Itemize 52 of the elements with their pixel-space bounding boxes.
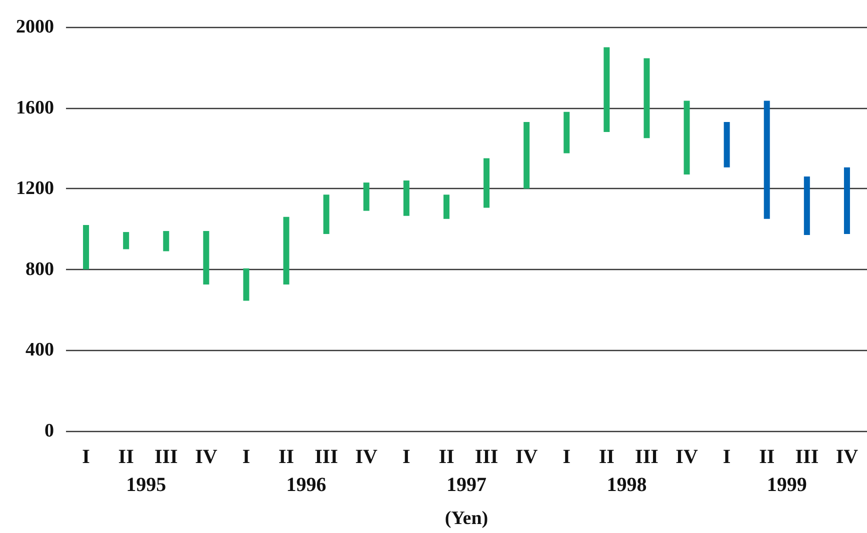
x-tick-label: I	[82, 446, 90, 468]
y-tick-label: 400	[26, 340, 54, 361]
x-tick-label: III	[314, 446, 338, 468]
x-axis-title: (Yen)	[444, 508, 488, 529]
x-tick-label: IV	[355, 446, 378, 468]
bar	[484, 158, 490, 208]
bar	[644, 58, 650, 138]
x-tick-label: II	[118, 446, 134, 468]
x-tick-label: I	[722, 446, 731, 468]
bar	[804, 176, 810, 236]
bar	[83, 224, 90, 270]
bar	[724, 122, 730, 168]
bar	[443, 194, 450, 219]
bar	[363, 182, 370, 211]
bar	[323, 194, 330, 234]
x-tick-label: III	[474, 446, 498, 468]
y-tick-label: 800	[26, 258, 54, 280]
bar	[203, 231, 210, 285]
bar	[844, 167, 850, 234]
y-tick-label: 2000	[16, 16, 54, 38]
x-tick-label: III	[154, 446, 178, 468]
bar	[564, 112, 570, 154]
x-tick-label: IV	[676, 446, 698, 468]
x-tick-label: I	[242, 446, 250, 468]
x-tick-label: I	[562, 446, 571, 468]
text: 1997	[446, 474, 486, 496]
bar	[684, 100, 690, 174]
bar	[123, 232, 130, 250]
bar	[403, 180, 410, 216]
x-tick-label: I	[402, 446, 411, 468]
x-tick-label: IV	[195, 446, 218, 468]
bar	[524, 122, 530, 189]
text: 1998	[606, 474, 647, 496]
y-tick-label: 0	[44, 420, 54, 442]
x-tick-label: II	[759, 446, 775, 468]
bar	[764, 100, 770, 219]
y-tick-label: 1200	[16, 178, 54, 200]
bar	[243, 268, 250, 301]
text: 1995	[126, 474, 166, 496]
x-tick-label: III	[635, 446, 659, 468]
bar	[283, 216, 290, 285]
text: 1999	[766, 474, 807, 496]
y-tick-label: 1600	[16, 97, 54, 118]
x-tick-label: II	[598, 446, 615, 468]
x-tick-label: III	[795, 446, 819, 468]
x-tick-label: IV	[515, 446, 538, 468]
bar	[163, 231, 170, 252]
x-tick-label: IV	[836, 446, 859, 468]
text: 1996	[286, 474, 326, 496]
bar	[604, 47, 610, 132]
x-tick-label: II	[278, 446, 294, 468]
x-tick-label: II	[438, 446, 454, 468]
